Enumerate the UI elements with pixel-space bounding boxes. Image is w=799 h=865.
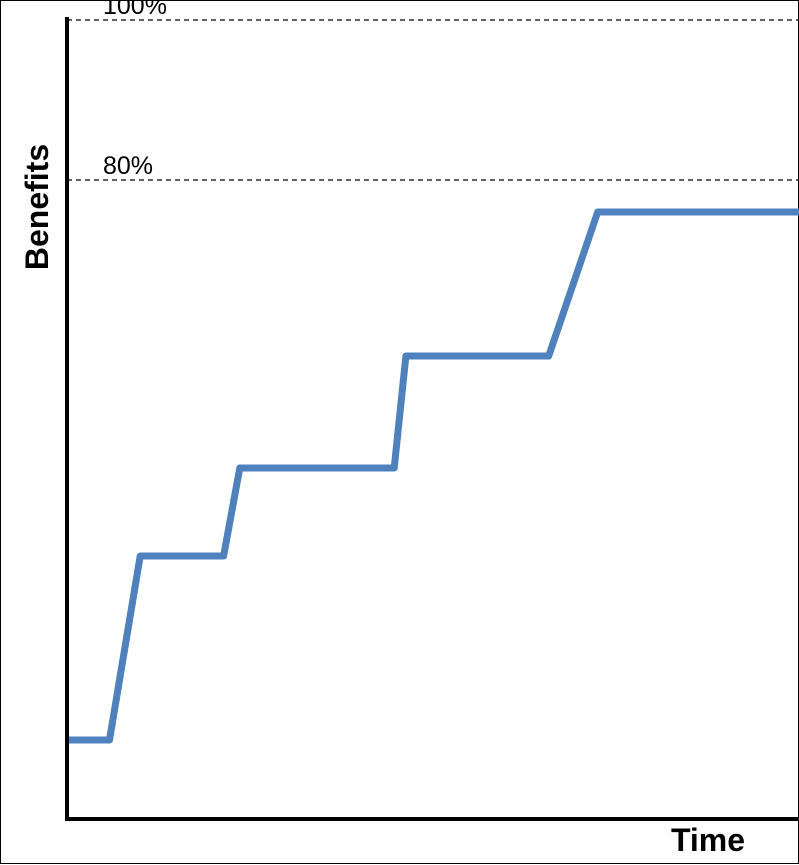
series-layer bbox=[67, 208, 799, 744]
y-axis-title: Benefits bbox=[19, 144, 55, 270]
reference-lines: 100% 80% bbox=[67, 0, 799, 181]
x-axis-title: Time bbox=[671, 822, 745, 858]
reference-label-80: 80% bbox=[103, 152, 153, 180]
reference-label-100: 100% bbox=[103, 0, 167, 20]
series-line-0 bbox=[67, 208, 799, 744]
